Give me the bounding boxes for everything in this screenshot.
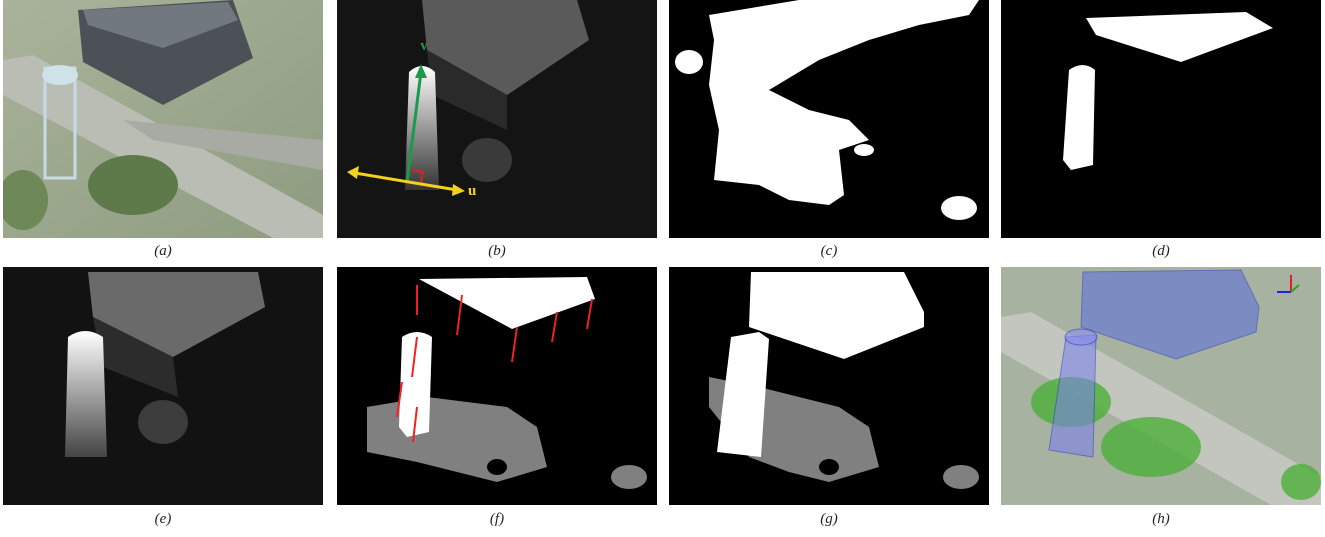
depth-panel bbox=[3, 267, 323, 505]
mask-panel bbox=[1001, 0, 1321, 238]
caption: (c) bbox=[669, 243, 989, 260]
axis-label: u bbox=[468, 183, 476, 199]
caption: (h) bbox=[1001, 511, 1321, 528]
overlay-panel bbox=[1001, 267, 1321, 505]
caption: (d) bbox=[1001, 243, 1321, 260]
axis-label: v bbox=[420, 38, 428, 54]
caption: (f) bbox=[337, 511, 657, 528]
caption: (g) bbox=[669, 511, 989, 528]
depth-panel: v u bbox=[337, 0, 657, 238]
mask-panel bbox=[337, 267, 657, 505]
mask-panel bbox=[669, 267, 989, 505]
photo-panel bbox=[3, 0, 323, 238]
caption: (a) bbox=[3, 243, 323, 260]
mask-panel bbox=[669, 0, 989, 238]
figure: (a) v u (b) (c) (d) (e) (f) (g) bbox=[0, 0, 1325, 537]
caption: (b) bbox=[337, 243, 657, 260]
caption: (e) bbox=[3, 511, 323, 528]
